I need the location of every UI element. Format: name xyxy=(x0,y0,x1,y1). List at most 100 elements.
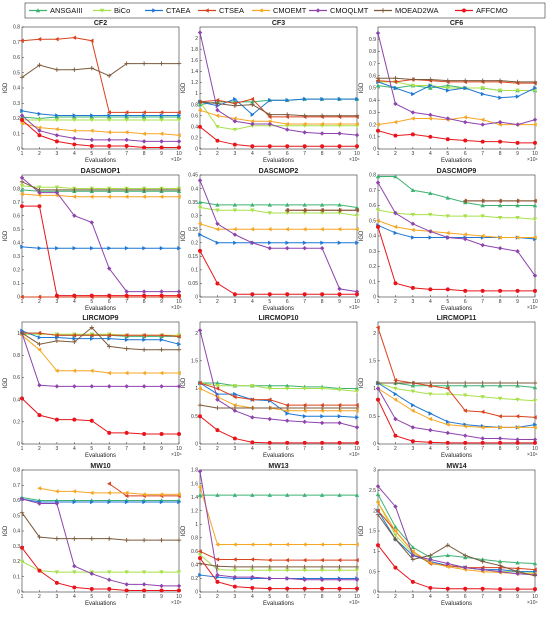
data-point-bico xyxy=(267,386,272,391)
series-line-moead2wa xyxy=(378,77,535,83)
series-line-affcmo xyxy=(377,544,535,590)
data-point-affcmo xyxy=(463,288,468,293)
data-point-bico xyxy=(515,215,520,220)
x-tick-label: 1 xyxy=(377,446,380,452)
series-line-affcmo xyxy=(21,119,179,148)
data-point-ansgaiii xyxy=(285,383,290,388)
data-point-ctsea xyxy=(54,37,59,42)
data-point-affcmo xyxy=(428,440,433,445)
x-tick-label: 1 xyxy=(199,299,202,305)
y-tick-label: 0.15 xyxy=(188,254,198,260)
x-tick-label: 10 xyxy=(532,299,538,305)
x-tick-label: 9 xyxy=(160,594,163,600)
y-tick-label: 1.8 xyxy=(191,468,198,474)
x-tick-label: 3 xyxy=(411,594,414,600)
data-point-cmoqlmt xyxy=(375,180,381,185)
data-point-ansgaiii xyxy=(428,85,433,90)
data-point-affcmo xyxy=(480,586,485,591)
data-point-ctsea xyxy=(515,414,520,419)
data-point-cmoemt xyxy=(410,227,415,233)
data-point-ctaea xyxy=(215,240,220,245)
data-point-cmoqlmt xyxy=(215,397,220,402)
data-point-affcmo xyxy=(337,440,342,445)
panel-title: DASCMOP9 xyxy=(437,168,477,175)
data-point-moead2wa xyxy=(267,112,272,117)
series-line-ansgaiii xyxy=(378,176,535,206)
data-point-ctsea xyxy=(176,110,181,115)
data-point-cmoqlmt xyxy=(480,567,485,572)
data-point-ansgaiii xyxy=(267,383,272,388)
data-point-cmoemt xyxy=(393,397,398,402)
x-tick-label: 8 xyxy=(321,446,324,452)
y-axis-label: IGD xyxy=(181,82,187,93)
legend-label-affcmo: AFFCMO xyxy=(476,6,508,15)
data-point-moead2wa xyxy=(463,553,468,558)
data-point-moead2wa xyxy=(393,536,398,542)
series-line-ansgaiii xyxy=(21,189,179,192)
data-point-cmoemt xyxy=(302,542,307,547)
data-point-moead2wa xyxy=(532,79,538,85)
data-point-cmoemt xyxy=(197,107,202,113)
data-point-bico xyxy=(232,127,238,132)
series-line-affcmo xyxy=(377,226,535,292)
data-point-ctsea xyxy=(354,402,359,408)
data-point-ctsea xyxy=(141,333,146,338)
data-point-cmoqlmt xyxy=(410,221,416,226)
data-point-bico xyxy=(285,211,290,216)
data-point-ctaea xyxy=(142,499,147,505)
y-tick-label: 0.5 xyxy=(369,569,376,575)
data-point-moead2wa xyxy=(54,338,60,344)
data-point-cmoqlmt xyxy=(393,210,398,216)
data-point-cmoemt xyxy=(393,528,398,534)
data-point-affcmo xyxy=(267,440,272,445)
y-tick-label: 0.2 xyxy=(369,264,376,270)
data-point-affcmo xyxy=(445,440,450,445)
series-line-cmoqlmt xyxy=(377,32,536,126)
y-tick-label: 0.1 xyxy=(13,131,20,137)
y-tick-label: 0.8 xyxy=(369,49,376,55)
series-line-affcmo xyxy=(377,399,535,444)
data-point-cmoemt xyxy=(250,227,255,232)
x-tick-label: 2 xyxy=(216,446,219,452)
data-point-ctsea xyxy=(19,294,24,300)
series-line-ansgaiii xyxy=(21,116,179,120)
data-point-affcmo xyxy=(72,142,77,147)
series-line-ctsea xyxy=(377,78,535,84)
data-point-cmoqlmt xyxy=(124,137,129,143)
data-point-ansgaiii xyxy=(250,492,255,497)
data-point-cmoqlmt xyxy=(302,130,307,135)
data-point-moead2wa xyxy=(410,557,416,562)
x-tick-label: 9 xyxy=(160,299,163,305)
data-point-bico xyxy=(197,552,203,557)
x-tick-label: 2 xyxy=(394,299,397,305)
x-tick-label: 5 xyxy=(268,151,271,157)
data-point-cmoqlmt xyxy=(250,415,255,420)
plot-area xyxy=(377,174,536,298)
x-multiplier: ×10⁴ xyxy=(527,452,538,458)
data-point-affcmo xyxy=(142,588,147,593)
data-point-moead2wa xyxy=(72,67,77,72)
x-tick-label: 7 xyxy=(303,446,306,452)
x-tick-label: 5 xyxy=(90,299,93,305)
data-point-ctsea xyxy=(124,333,129,338)
data-point-moead2wa xyxy=(302,113,307,118)
y-tick-label: 0.3 xyxy=(13,101,20,107)
data-point-moead2wa xyxy=(141,537,147,543)
data-point-bico xyxy=(393,386,398,391)
data-point-affcmo xyxy=(250,440,255,445)
panel-dascmop1: DASCMOP1 0 0.1 0.2 0.3 0.4 0.5 0.6 0.7 0.8 1 2 3 4 5 6 7… xyxy=(3,168,182,312)
data-point-bico xyxy=(410,212,416,217)
data-point-ctaea xyxy=(90,113,94,118)
data-point-moead2wa xyxy=(497,380,503,386)
panel-title: MW14 xyxy=(446,463,466,470)
data-point-moead2wa xyxy=(19,75,25,80)
data-point-ctaea xyxy=(233,96,238,102)
data-point-ansgaiii xyxy=(445,553,450,558)
data-point-ctsea xyxy=(159,333,164,338)
data-point-moead2wa xyxy=(319,113,325,118)
series-ctaea xyxy=(20,244,182,251)
data-point-cmoqlmt xyxy=(197,30,203,35)
data-point-cmoemt xyxy=(141,194,146,199)
data-point-cmoqlmt xyxy=(319,246,325,251)
series-affcmo xyxy=(198,414,359,445)
